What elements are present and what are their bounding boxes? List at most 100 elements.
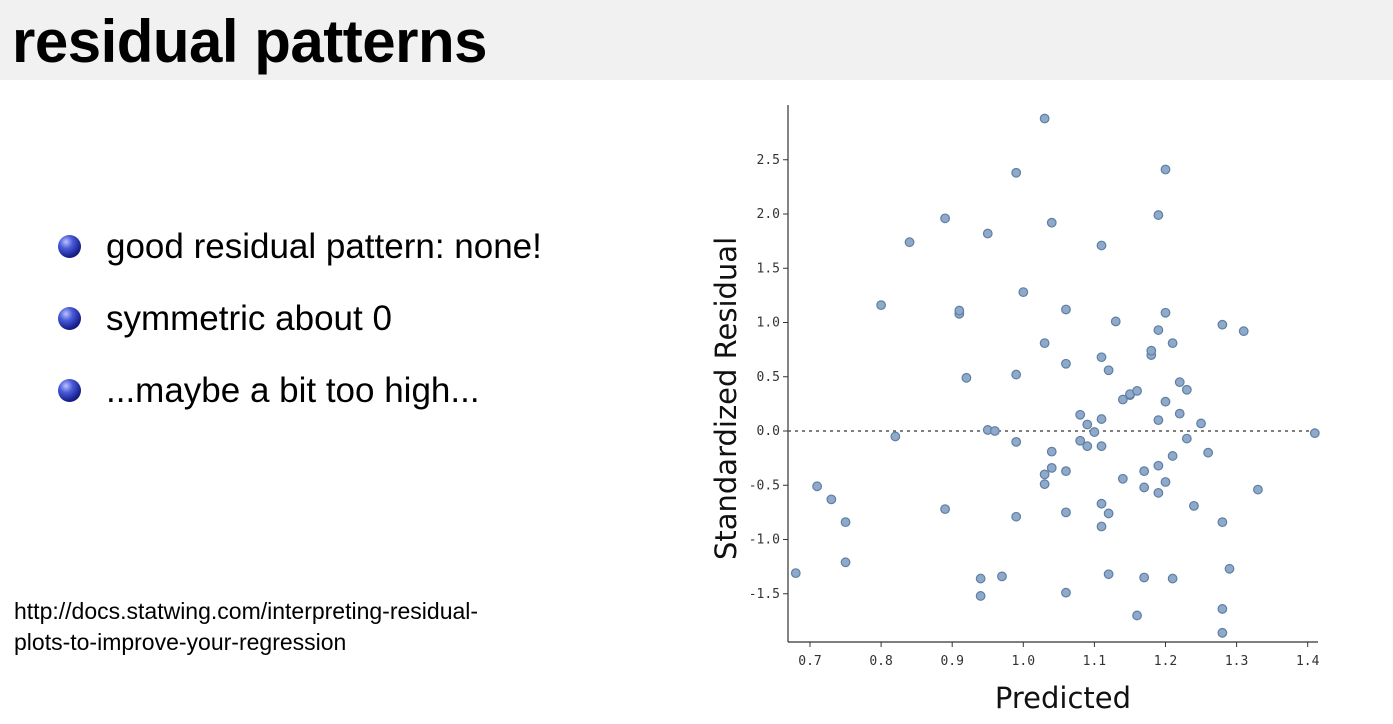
data-point: [1224, 563, 1235, 574]
data-point: [1139, 466, 1150, 477]
title-bar: residual patterns: [0, 0, 1393, 80]
data-point: [812, 481, 823, 492]
data-point: [790, 568, 801, 579]
data-point: [1061, 507, 1071, 518]
data-point: [1061, 587, 1071, 598]
data-point: [1061, 304, 1071, 315]
source-link[interactable]: http://docs.statwing.com/interpreting-re…: [14, 596, 614, 658]
bullet-text: good residual pattern: none!: [106, 227, 542, 266]
data-point: [1096, 240, 1107, 251]
bullet-text: ...maybe a bit too high...: [106, 371, 480, 410]
data-point: [1011, 369, 1022, 380]
data-point: [1139, 482, 1150, 493]
x-tick-label: 0.9: [940, 654, 963, 669]
data-point: [826, 494, 837, 505]
bullet-item: symmetric about 0: [56, 296, 616, 342]
data-point: [975, 573, 986, 584]
data-point: [1110, 316, 1121, 327]
data-point: [1039, 469, 1050, 480]
data-point: [1018, 287, 1029, 298]
data-point: [1061, 358, 1071, 369]
data-point: [1153, 325, 1164, 335]
data-point: [1153, 487, 1164, 498]
data-point: [1039, 479, 1050, 490]
data-point: [1146, 345, 1157, 356]
data-point: [1189, 500, 1199, 511]
y-tick-label: 2.5: [757, 153, 780, 168]
data-point: [1011, 436, 1022, 447]
y-tick-label: 1.5: [757, 261, 780, 276]
data-point: [954, 305, 965, 316]
y-axis-label: Standardized Residual: [709, 237, 743, 560]
data-point: [1132, 385, 1142, 396]
bullet-sphere-icon: [58, 235, 81, 258]
data-point: [1075, 409, 1086, 420]
data-point: [1196, 418, 1206, 429]
data-point: [1046, 217, 1057, 228]
data-point: [1103, 508, 1114, 519]
data-point: [840, 517, 851, 528]
data-point: [1103, 365, 1114, 376]
x-axis-label: Predicted: [995, 681, 1131, 715]
data-point: [975, 591, 986, 601]
data-point: [1217, 517, 1228, 528]
slide-title: residual patterns: [12, 8, 488, 75]
data-point: [1061, 466, 1071, 477]
data-point: [1011, 511, 1022, 522]
y-tick-label: 0.0: [757, 424, 780, 439]
data-point: [1174, 408, 1185, 419]
y-tick-label: 1.0: [757, 316, 780, 331]
x-tick-label: 1.3: [1225, 654, 1248, 669]
x-tick-label: 0.7: [798, 654, 821, 669]
data-point: [1153, 210, 1164, 220]
y-tick-label: 0.5: [757, 370, 780, 385]
data-point: [1096, 498, 1107, 509]
x-tick-label: 0.8: [869, 654, 892, 669]
x-tick-label: 1.1: [1083, 654, 1106, 669]
data-point: [1011, 167, 1022, 178]
bullet-item: ...maybe a bit too high...: [56, 368, 616, 414]
data-point: [989, 426, 1000, 436]
y-tick-label: -0.5: [749, 478, 780, 493]
data-point: [982, 228, 993, 239]
data-point: [961, 372, 972, 383]
data-point: [1217, 604, 1228, 614]
data-point: [1160, 307, 1171, 318]
data-point: [1160, 477, 1171, 487]
data-point: [1153, 415, 1164, 426]
data-point: [1096, 352, 1107, 363]
data-point: [1167, 573, 1178, 584]
data-point: [1217, 319, 1228, 330]
data-point: [1096, 521, 1107, 532]
residual-scatter-chart: 2.5 2.0 1.5 1.0 0.5 0.0 -0.5 -1.0 -1.5 0.7 0.8 0.9 1…: [709, 105, 1320, 715]
data-point: [1203, 447, 1214, 458]
y-tick-label: -1.0: [749, 533, 780, 548]
data-point: [1217, 627, 1228, 638]
data-point: [1117, 394, 1128, 405]
data-point: [1167, 338, 1178, 349]
y-tick-label: -1.5: [749, 587, 780, 602]
data-point: [876, 300, 887, 311]
data-point: [1181, 433, 1192, 444]
data-point: [1253, 484, 1263, 495]
data-point: [1075, 435, 1086, 446]
data-point: [940, 504, 950, 515]
data-point: [1132, 610, 1142, 621]
data-point: [1039, 338, 1050, 349]
x-tick-label: 1.2: [1154, 654, 1177, 669]
data-point: [840, 557, 851, 568]
data-point: [1153, 460, 1164, 471]
data-point: [1160, 396, 1171, 407]
data-point: [1167, 451, 1178, 461]
source-link-line[interactable]: plots-to-improve-your-regression: [14, 629, 347, 655]
data-point: [1046, 446, 1057, 457]
y-tick-label: 2.0: [757, 207, 780, 222]
source-link-line[interactable]: http://docs.statwing.com/interpreting-re…: [14, 598, 479, 624]
data-point: [904, 237, 915, 248]
data-point: [1238, 326, 1249, 337]
data-point: [997, 571, 1007, 582]
data-point: [1139, 572, 1150, 583]
data-point: [1103, 569, 1114, 580]
data-point: [1089, 427, 1100, 437]
bullet-text: symmetric about 0: [106, 299, 392, 338]
